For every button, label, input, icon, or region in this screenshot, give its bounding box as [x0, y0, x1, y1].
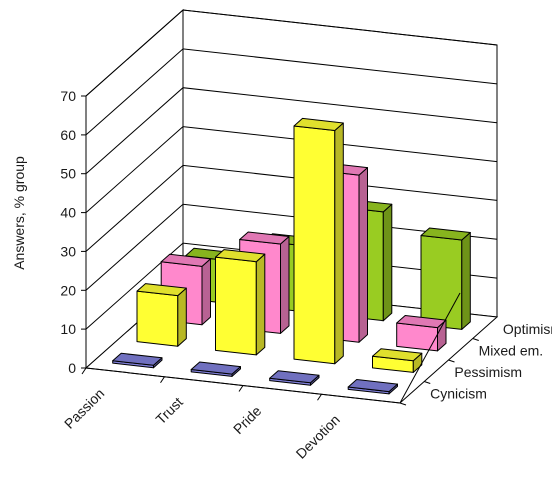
depth-tick-mark: [448, 359, 455, 363]
x-tick-label: Pride: [230, 403, 265, 438]
depth-tick-label: Mixed em.: [479, 342, 544, 358]
gridline: [85, 242, 498, 330]
y-tick-label: 0: [68, 360, 76, 376]
axes: [81, 95, 479, 406]
depth-tick-mark: [472, 338, 479, 341]
y-tick-label: 20: [60, 282, 76, 298]
bar-top: [160, 253, 211, 267]
bar-side: [255, 253, 266, 356]
bar-side: [201, 258, 211, 326]
depth-tick-label: Pessimism: [454, 364, 522, 380]
depth-axis-line: [399, 292, 461, 404]
y-axis-title: Answers, % group: [11, 156, 27, 270]
bar: [269, 370, 320, 386]
bar-front: [215, 256, 257, 356]
gridline: [85, 203, 498, 291]
bar: [293, 117, 344, 365]
bar-side: [358, 167, 368, 343]
gridline: [85, 87, 498, 175]
y-tick-label: 70: [60, 88, 76, 104]
gridlines: [85, 9, 498, 330]
bar-top: [372, 348, 423, 362]
bar: [215, 249, 266, 356]
y-tick-label: 10: [60, 321, 76, 337]
bar-top: [420, 227, 471, 241]
bar-side: [177, 287, 187, 347]
y-tick-label: 40: [60, 205, 76, 221]
x-tick-mark: [238, 385, 244, 392]
bar: [136, 283, 187, 347]
bar-top: [347, 379, 398, 393]
x-tick-label: Trust: [152, 394, 186, 428]
gridline: [85, 9, 498, 97]
depth-tick-label: Optimism: [503, 321, 552, 337]
gridline: [85, 126, 498, 213]
bar-top: [190, 361, 241, 375]
depth-tick-mark: [424, 381, 431, 384]
bar: [112, 352, 163, 369]
y-tick-label: 60: [60, 127, 76, 143]
bar-top: [239, 231, 290, 245]
bar-top: [215, 249, 266, 263]
x-tick-label: Passion: [61, 385, 108, 432]
gridline: [85, 48, 498, 136]
bar-front: [136, 290, 179, 347]
x-tick-mark: [317, 393, 322, 401]
bar-side: [334, 122, 344, 365]
bar: [347, 379, 398, 395]
y-tick-label: 50: [60, 166, 76, 182]
bar-top: [269, 370, 320, 384]
bar-front: [420, 235, 463, 330]
bar: [396, 315, 447, 352]
bars: [112, 117, 471, 395]
bar: [372, 348, 423, 373]
x-tick-mark: [81, 367, 87, 375]
bar-top: [396, 315, 447, 329]
bar-front: [293, 125, 336, 365]
x-tick-mark: [160, 376, 165, 384]
bar-side: [280, 236, 290, 334]
bar-top: [293, 117, 344, 131]
gridline: [85, 164, 498, 252]
bar-side: [382, 203, 393, 322]
x-tick-label: Devotion: [293, 411, 343, 461]
depth-tick-label: Cynicism: [430, 385, 487, 401]
bar: [190, 361, 241, 377]
depth-tick-mark: [399, 402, 407, 406]
bar: [420, 227, 471, 330]
bar-side: [461, 232, 471, 330]
y-tick-label: 30: [60, 243, 76, 259]
bar-top: [136, 283, 187, 297]
bar-top: [112, 352, 163, 366]
